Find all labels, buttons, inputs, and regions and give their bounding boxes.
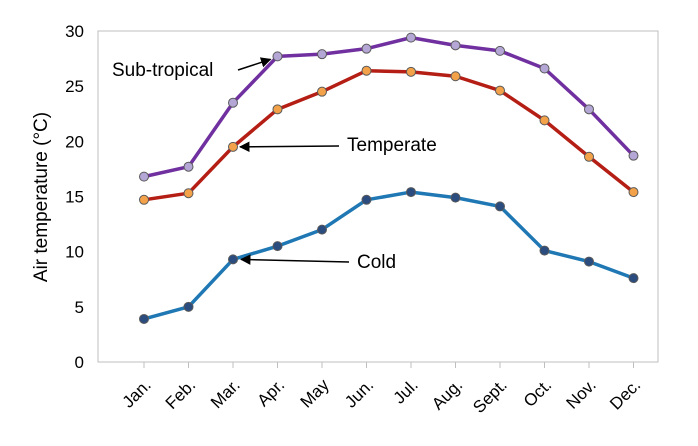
data-point bbox=[584, 151, 594, 162]
data-point bbox=[317, 224, 327, 235]
y-tick-label: 30 bbox=[65, 22, 84, 41]
y-axis-ticks: 0 5 10 15 20 25 30 bbox=[65, 22, 84, 372]
x-tick-label: Mar. bbox=[207, 375, 244, 412]
y-tick-label: 5 bbox=[75, 298, 84, 317]
data-point bbox=[628, 150, 639, 161]
series-2 bbox=[139, 187, 639, 324]
data-point bbox=[139, 313, 149, 324]
data-point bbox=[628, 273, 639, 284]
data-point bbox=[584, 104, 594, 115]
series-line bbox=[143, 68, 635, 202]
annotation-arrow bbox=[237, 57, 272, 71]
x-tick-label: Oct. bbox=[520, 375, 555, 410]
data-point bbox=[228, 97, 238, 108]
annotation-label: Cold bbox=[357, 252, 396, 273]
data-point bbox=[228, 254, 238, 265]
y-tick-label: 20 bbox=[65, 132, 84, 151]
data-point bbox=[272, 51, 283, 62]
data-point bbox=[495, 201, 505, 212]
data-point bbox=[450, 40, 461, 51]
data-point bbox=[228, 141, 238, 152]
data-point bbox=[272, 104, 283, 115]
data-point bbox=[406, 66, 416, 77]
x-axis-ticks: Jan. Feb. Mar. Apr. May Jun. Jul. Aug. Sept. Oct.… bbox=[119, 362, 644, 417]
x-tick-label: Nov. bbox=[563, 375, 600, 412]
data-point bbox=[183, 161, 194, 172]
data-point bbox=[317, 49, 327, 60]
y-tick-label: 15 bbox=[65, 188, 84, 207]
data-point bbox=[317, 86, 327, 97]
x-tick-label: Jul. bbox=[390, 375, 422, 407]
data-point bbox=[183, 188, 194, 199]
annotation-arrow bbox=[239, 254, 350, 265]
x-tick-label: Feb. bbox=[162, 375, 199, 412]
series-1 bbox=[139, 65, 639, 205]
y-tick-label: 0 bbox=[75, 353, 84, 372]
data-point bbox=[406, 32, 416, 43]
data-point bbox=[361, 194, 372, 205]
series-line bbox=[143, 35, 635, 179]
x-tick-label: Dec. bbox=[606, 375, 644, 413]
data-point bbox=[628, 187, 639, 198]
data-point bbox=[183, 301, 194, 312]
x-tick-label: May bbox=[297, 375, 333, 411]
y-tick-label: 10 bbox=[65, 243, 84, 262]
annotation-arrow bbox=[238, 141, 340, 153]
x-tick-label: Aug. bbox=[428, 375, 466, 413]
data-point bbox=[450, 71, 461, 82]
annotation-label: Sub-tropical bbox=[112, 60, 213, 81]
data-point bbox=[272, 241, 283, 252]
data-point bbox=[139, 194, 149, 205]
data-point bbox=[584, 256, 594, 267]
y-axis-label: Air temperature (°C) bbox=[31, 112, 52, 282]
x-tick-label: Apr. bbox=[254, 375, 289, 410]
data-point bbox=[361, 65, 372, 76]
annotation-label: Temperate bbox=[347, 135, 437, 156]
x-tick-label: Sept. bbox=[469, 375, 511, 417]
data-point bbox=[539, 245, 550, 256]
series-line bbox=[143, 190, 635, 321]
x-tick-label: Jun. bbox=[341, 375, 377, 411]
data-point bbox=[539, 63, 550, 74]
data-point bbox=[495, 85, 505, 96]
series-layer bbox=[139, 32, 639, 324]
data-point bbox=[361, 43, 372, 54]
y-tick-label: 25 bbox=[65, 77, 84, 96]
data-point bbox=[495, 45, 505, 56]
data-point bbox=[450, 192, 461, 203]
x-tick-label: Jan. bbox=[119, 375, 155, 411]
series-0 bbox=[139, 32, 639, 182]
data-point bbox=[406, 187, 416, 198]
data-point bbox=[539, 115, 550, 126]
data-point bbox=[139, 171, 149, 182]
annotations-layer: Sub-tropical Temperate Cold bbox=[112, 57, 437, 273]
